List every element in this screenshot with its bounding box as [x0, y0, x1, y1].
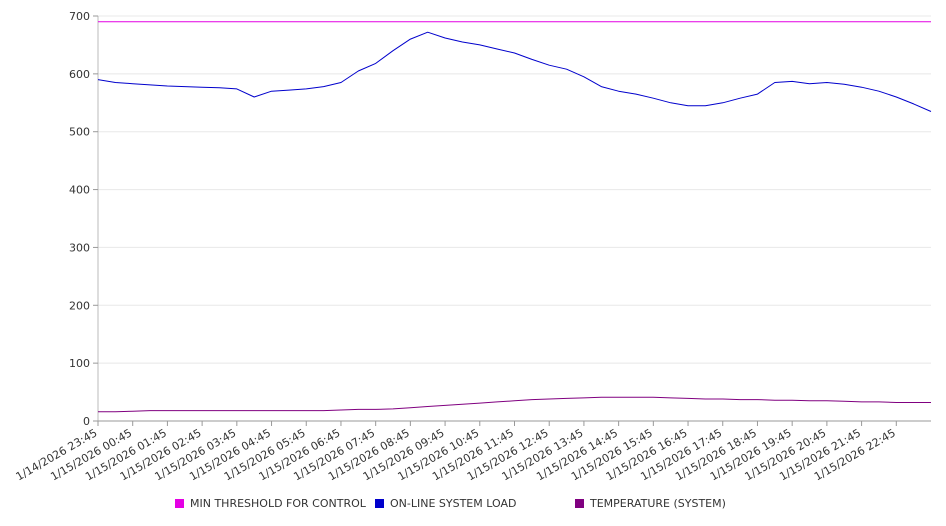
y-tick-label-400: 400: [69, 184, 90, 197]
legend: MIN THRESHOLD FOR CONTROL ON-LINE SYSTEM…: [0, 497, 946, 515]
legend-label-min-threshold: MIN THRESHOLD FOR CONTROL: [190, 497, 366, 510]
legend-label-system-load: ON-LINE SYSTEM LOAD: [390, 497, 517, 510]
series-line-system-load: [97, 31, 932, 112]
legend-swatch-system-load: [375, 499, 384, 508]
y-tick-label-200: 200: [69, 299, 90, 312]
y-tick-label-100: 100: [69, 357, 90, 370]
y-tick-label-0: 0: [83, 415, 90, 428]
y-tick-label-500: 500: [69, 126, 90, 139]
legend-swatch-min-threshold: [175, 499, 184, 508]
axes: [97, 16, 931, 422]
y-tick-label-600: 600: [69, 68, 90, 81]
legend-item-min-threshold[interactable]: MIN THRESHOLD FOR CONTROL: [175, 497, 366, 510]
legend-item-temperature[interactable]: TEMPERATURE (SYSTEM): [575, 497, 726, 510]
y-tick-label-300: 300: [69, 241, 90, 254]
legend-label-temperature: TEMPERATURE (SYSTEM): [590, 497, 726, 510]
legend-swatch-temperature: [575, 499, 584, 508]
y-tick-label-700: 700: [69, 10, 90, 23]
y-axis-ticks: 0 100 200 300 400 500 600 700: [69, 10, 98, 428]
series-line-temperature: [98, 396, 931, 413]
series-lines: [97, 21, 932, 413]
x-axis-ticks: 1/14/2026 23:451/15/2026 00:451/15/2026 …: [14, 421, 898, 483]
grid-lines: [98, 15, 931, 364]
legend-item-system-load[interactable]: ON-LINE SYSTEM LOAD: [375, 497, 516, 510]
